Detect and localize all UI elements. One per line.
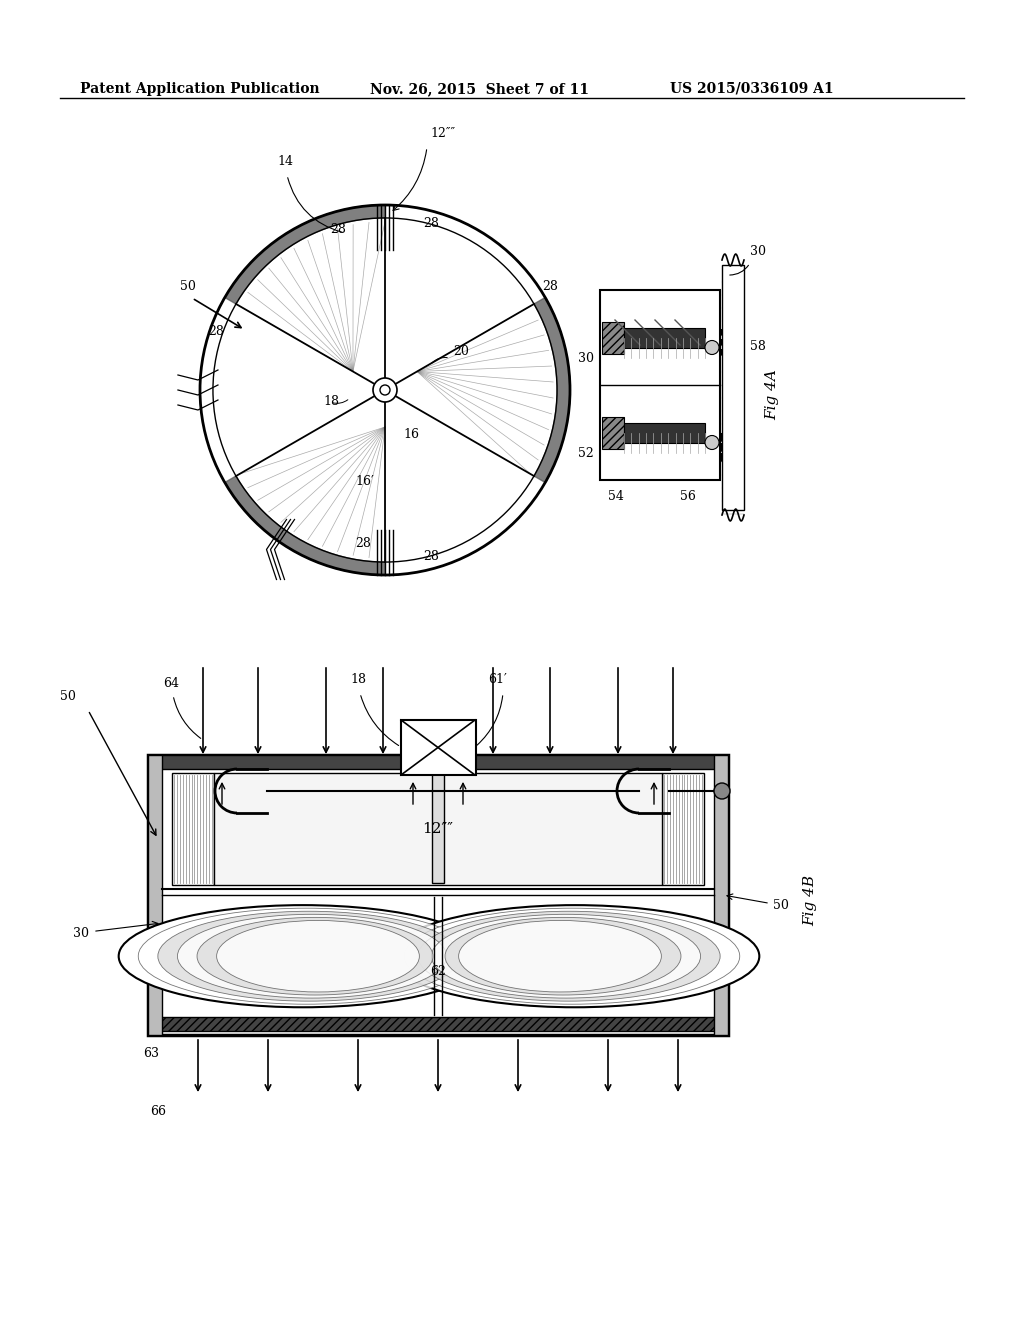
Text: 18: 18 (350, 673, 366, 686)
Bar (148, 755, 728, 1035)
Text: 50: 50 (60, 690, 76, 704)
Ellipse shape (197, 917, 433, 995)
Text: 28: 28 (423, 550, 439, 564)
Text: US 2015/0336109 A1: US 2015/0336109 A1 (670, 82, 834, 96)
Text: 30: 30 (578, 352, 594, 366)
Bar (662, 774, 705, 886)
Text: 16′: 16′ (355, 475, 374, 488)
Bar (624, 422, 705, 442)
Ellipse shape (158, 911, 460, 1001)
Text: 28: 28 (330, 223, 346, 236)
Bar (714, 755, 728, 1035)
Circle shape (380, 385, 390, 395)
Text: 61′: 61′ (488, 673, 507, 686)
Ellipse shape (391, 906, 760, 1007)
Ellipse shape (459, 920, 662, 991)
Bar (602, 322, 624, 354)
Bar (602, 417, 624, 449)
Text: 18: 18 (323, 395, 339, 408)
Text: 16: 16 (403, 428, 419, 441)
Ellipse shape (404, 908, 739, 1005)
Ellipse shape (217, 920, 420, 991)
Bar (214, 774, 662, 886)
Bar (600, 290, 720, 480)
Text: 30: 30 (73, 927, 89, 940)
Ellipse shape (119, 906, 487, 1007)
Polygon shape (225, 477, 385, 576)
Text: Patent Application Publication: Patent Application Publication (80, 82, 319, 96)
Text: Nov. 26, 2015  Sheet 7 of 11: Nov. 26, 2015 Sheet 7 of 11 (370, 82, 589, 96)
Polygon shape (225, 205, 385, 304)
Text: 12″″: 12″″ (430, 127, 455, 140)
Bar (152, 755, 724, 770)
Text: 20: 20 (453, 345, 469, 358)
Text: 54: 54 (608, 490, 624, 503)
Text: 66: 66 (150, 1105, 166, 1118)
Ellipse shape (177, 915, 446, 998)
Text: 50: 50 (773, 899, 788, 912)
Text: 62: 62 (430, 965, 445, 978)
Text: 28: 28 (423, 216, 439, 230)
Circle shape (373, 378, 397, 403)
Bar (624, 327, 705, 347)
Circle shape (705, 436, 719, 450)
Text: 30: 30 (750, 246, 766, 257)
Text: 28: 28 (542, 280, 558, 293)
Text: 58: 58 (750, 339, 766, 352)
Text: 28: 28 (208, 325, 224, 338)
Bar (432, 771, 444, 883)
Text: 64: 64 (163, 677, 179, 690)
Text: 12″″: 12″″ (423, 822, 454, 836)
Bar (152, 1016, 724, 1031)
Bar (401, 719, 476, 775)
Circle shape (705, 341, 719, 355)
Text: 63: 63 (143, 1047, 159, 1060)
Ellipse shape (418, 911, 720, 1001)
Text: 56: 56 (680, 490, 696, 503)
Text: 50: 50 (180, 280, 196, 293)
Circle shape (714, 783, 730, 799)
Ellipse shape (138, 908, 474, 1005)
Text: Fig 4A: Fig 4A (765, 370, 779, 421)
Ellipse shape (445, 917, 681, 995)
Bar (148, 755, 162, 1035)
Ellipse shape (431, 915, 700, 998)
Text: 14: 14 (278, 154, 293, 168)
Text: 52: 52 (578, 447, 594, 461)
Text: 28: 28 (355, 537, 371, 550)
Bar (172, 774, 214, 886)
Bar (722, 265, 744, 510)
Polygon shape (534, 297, 570, 483)
Text: Fig 4B: Fig 4B (803, 875, 817, 927)
